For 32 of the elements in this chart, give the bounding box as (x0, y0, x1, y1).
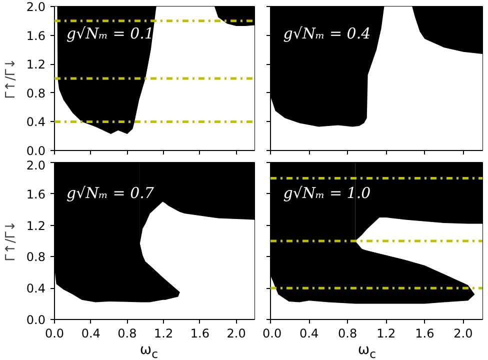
y-axis-title: Γ↑/Γ↓ (3, 220, 18, 262)
y-tick-label: 2.0 (26, 0, 46, 14)
y-tick-label: 2.0 (26, 158, 46, 172)
x-axis-title: ω$_{c}$ (358, 341, 376, 360)
annotation: g√Nₘ = 0.7 (66, 184, 154, 202)
x-tick-label: 1.6 (190, 326, 210, 340)
y-axis-title: Γ↑/Γ↓ (3, 58, 18, 99)
x-tick-label: 2.0 (454, 326, 473, 340)
annotation: g√Nₘ = 0.4 (283, 24, 371, 42)
y-tick-label: 0.0 (26, 313, 46, 327)
y-tick-label: 0.4 (26, 115, 46, 130)
x-tick-label: 1.6 (415, 326, 434, 340)
annotation: g√Nₘ = 1.0 (283, 184, 372, 202)
x-tick-label: 0.8 (118, 326, 137, 340)
x-tick-label: 2.0 (226, 326, 246, 340)
x-tick-label: 0.4 (300, 326, 319, 340)
x-tick-label: 0.0 (44, 326, 64, 340)
y-tick-label: 0.8 (26, 250, 46, 264)
x-tick-label: 1.2 (154, 326, 174, 340)
x-tick-label: 0.4 (81, 326, 100, 340)
x-axis-title: ω$_{c}$ (140, 341, 158, 360)
y-tick-label: 0.0 (26, 144, 46, 158)
x-tick-label: 0.8 (338, 326, 358, 340)
annotation: g√Nₘ = 0.1 (66, 24, 154, 42)
y-tick-label: 1.6 (26, 28, 46, 43)
y-tick-label: 0.4 (26, 282, 46, 296)
y-tick-label: 1.2 (26, 218, 46, 233)
x-tick-label: 1.2 (376, 326, 396, 340)
y-tick-label: 0.8 (26, 86, 46, 100)
y-tick-label: 1.2 (26, 58, 46, 72)
y-tick-label: 1.6 (26, 187, 46, 202)
x-tick-label: 0.0 (262, 326, 282, 340)
